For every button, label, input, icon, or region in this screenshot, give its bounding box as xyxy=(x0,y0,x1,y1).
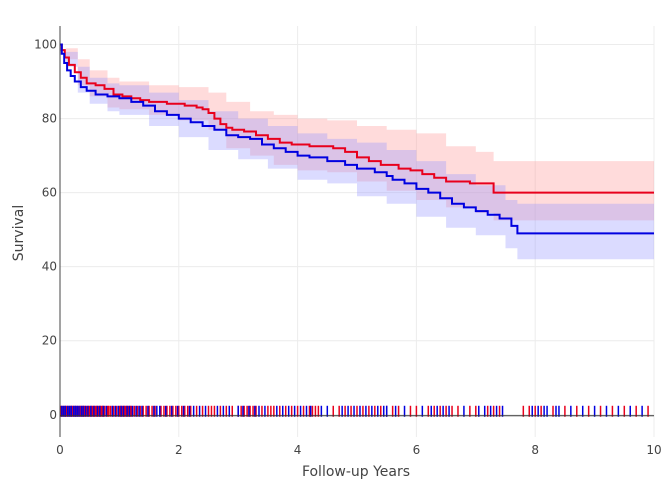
x-tick-label: 0 xyxy=(56,443,64,457)
y-axis-title: Survival xyxy=(11,205,27,261)
y-tick-label: 0 xyxy=(49,408,57,422)
survival-curves xyxy=(60,43,654,235)
x-tick-label: 4 xyxy=(294,443,302,457)
x-tick-label: 6 xyxy=(413,443,421,457)
x-tick-label: 10 xyxy=(646,443,661,457)
y-tick-label: 100 xyxy=(34,38,57,52)
red-confidence-band xyxy=(60,44,654,221)
axes xyxy=(59,26,654,437)
censor-rug xyxy=(60,405,649,417)
y-tick-label: 40 xyxy=(42,260,57,274)
red-survival-curve xyxy=(60,43,654,194)
x-tick-label: 2 xyxy=(175,443,183,457)
y-tick-label: 20 xyxy=(42,334,57,348)
blue-survival-curve xyxy=(60,43,654,235)
y-tick-label: 60 xyxy=(42,186,57,200)
x-tick-label: 8 xyxy=(531,443,539,457)
y-tick-label: 80 xyxy=(42,112,57,126)
x-axis-title: Follow-up Years xyxy=(302,464,410,480)
